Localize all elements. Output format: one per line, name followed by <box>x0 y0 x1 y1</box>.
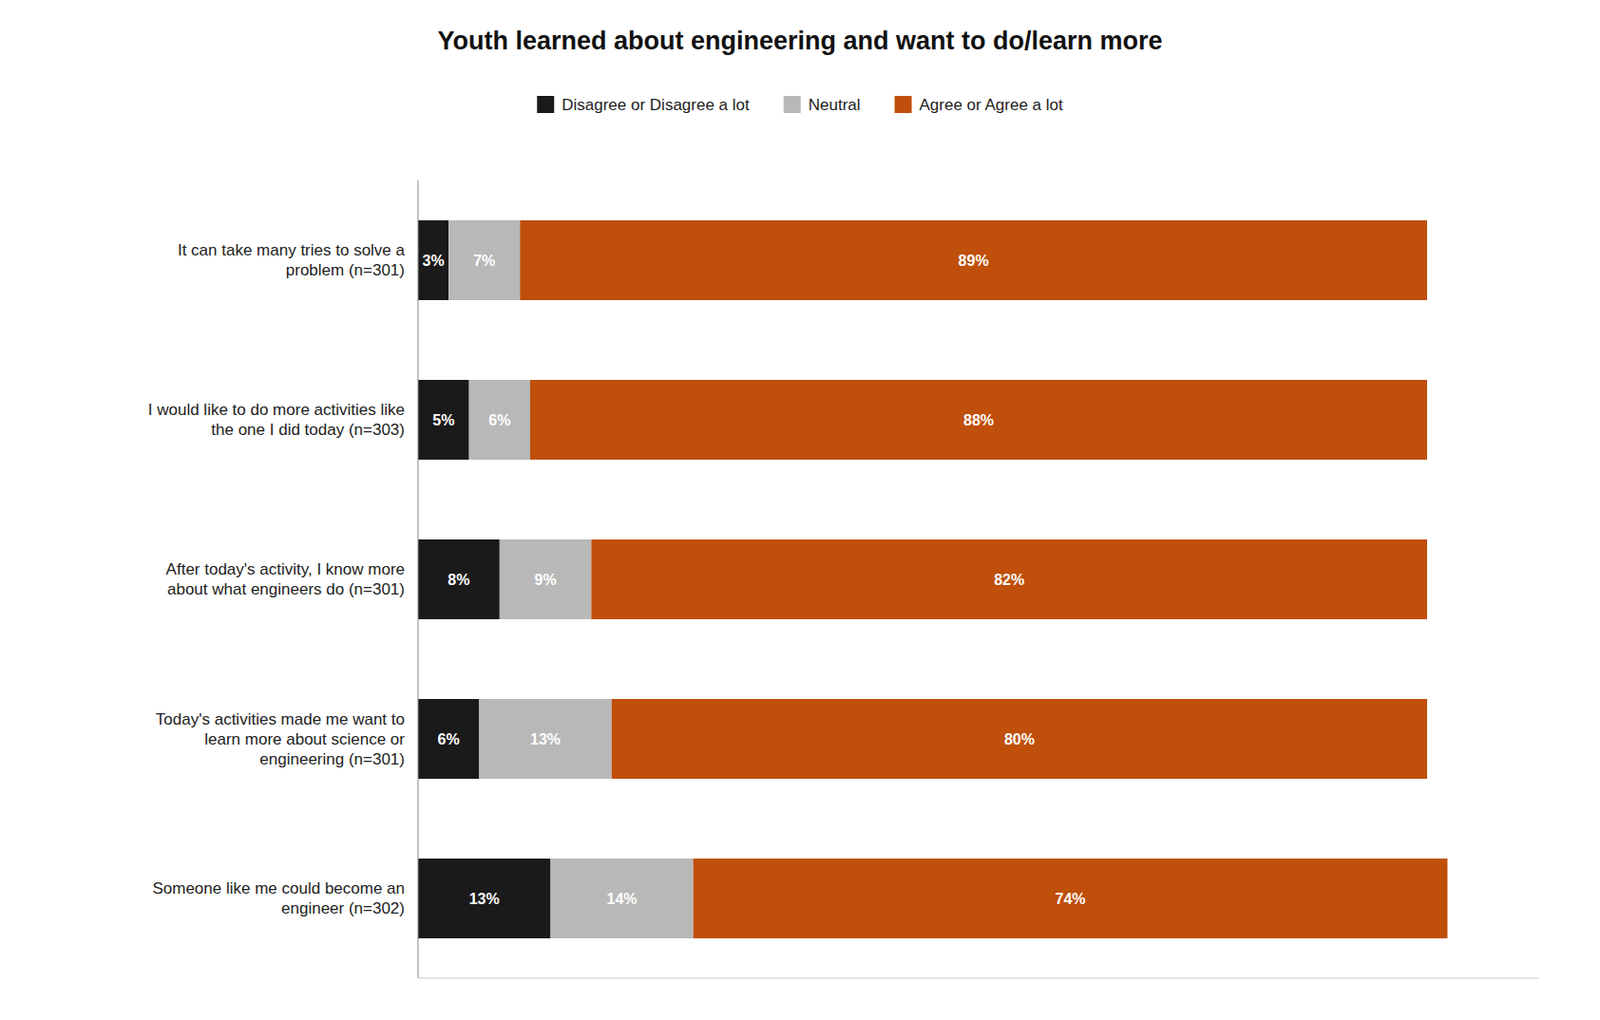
y-axis-line <box>418 180 420 979</box>
data-label: 6% <box>438 731 460 748</box>
y-tick-label-line: engineer (n=302) <box>281 899 405 918</box>
data-label: 80% <box>1004 731 1035 748</box>
data-label: 89% <box>958 252 990 269</box>
y-tick-label-line: Today's activities made me want to <box>155 710 405 729</box>
bar <box>693 858 1448 939</box>
data-label: 88% <box>963 412 994 429</box>
legend-item: Neutral <box>783 95 861 115</box>
bar <box>478 699 611 780</box>
title: Youth learned about engineering and want… <box>437 26 1162 56</box>
y-tick-label-line: about what engineers do (n=301) <box>167 580 405 599</box>
y-tick-label: It can take many tries to solve aproblem… <box>177 241 406 280</box>
bar <box>418 380 470 460</box>
legend-swatch <box>783 95 801 114</box>
data-label: 13% <box>530 731 561 748</box>
bar <box>448 220 520 301</box>
y-tick-label-line: the one I did today (n=303) <box>210 420 405 439</box>
y-tick-label-line: learn more about science or <box>204 730 405 749</box>
data-label: 14% <box>607 891 638 908</box>
data-label: 7% <box>473 252 496 269</box>
bar <box>418 220 449 301</box>
y-tick-label: Someone like me could become anengineer … <box>152 879 405 918</box>
y-tick-label-line: engineering (n=301) <box>259 750 405 769</box>
data-label: 74% <box>1055 891 1086 908</box>
chart: Youth learned about engineering and want… <box>0 0 1600 1020</box>
bar <box>418 699 479 780</box>
y-tick-label: Today's activities made me want tolearn … <box>155 710 405 769</box>
data-label: 82% <box>993 571 1025 589</box>
y-tick-label: I would like to do more activities liket… <box>148 400 405 439</box>
x-axis-line <box>418 978 1540 980</box>
data-label: 9% <box>534 571 557 589</box>
legend-label: Agree or Agree a lot <box>919 95 1064 115</box>
bar <box>519 220 1428 301</box>
bar <box>418 858 551 939</box>
y-tick-label-line: Someone like me could become an <box>152 879 405 898</box>
data-labels: 3% 5% 8% 6% 13% 7% 6% 9% 13% 14% 89% 88% 82% 80% 74% <box>422 252 1086 908</box>
bar <box>590 539 1428 620</box>
y-tick-label-line: It can take many tries to solve a <box>177 241 406 260</box>
y-tick-label: After today's activity, I know moreabout… <box>166 560 405 599</box>
bar <box>550 858 693 939</box>
background <box>0 0 1600 1020</box>
data-label: 6% <box>488 412 511 429</box>
legend-item: Agree or Agree a lot <box>895 95 1064 115</box>
data-label: 5% <box>432 412 455 429</box>
legend: Disagree or Disagree a lot Neutral Agree o… <box>536 95 1064 115</box>
data-label: 13% <box>469 891 500 908</box>
bars <box>418 220 1448 939</box>
legend-swatch <box>536 95 554 114</box>
y-tick-labels: It can take many tries to solve aproblem… <box>148 241 406 918</box>
y-tick-label-line: After today's activity, I know more <box>166 560 405 579</box>
bar <box>611 699 1428 780</box>
data-label: 3% <box>422 252 445 269</box>
legend-item: Disagree or Disagree a lot <box>536 95 750 115</box>
legend-label: Neutral <box>808 95 861 115</box>
legend-label: Disagree or Disagree a lot <box>561 95 750 115</box>
series <box>519 220 1448 939</box>
data-label: 8% <box>447 571 470 589</box>
y-tick-label-line: I would like to do more activities like <box>148 400 405 420</box>
bar <box>499 539 592 620</box>
bar <box>418 539 500 620</box>
bar <box>469 380 531 460</box>
y-tick-label-line: problem (n=301) <box>285 261 405 280</box>
bar <box>530 380 1428 460</box>
legend-swatch <box>895 95 913 114</box>
